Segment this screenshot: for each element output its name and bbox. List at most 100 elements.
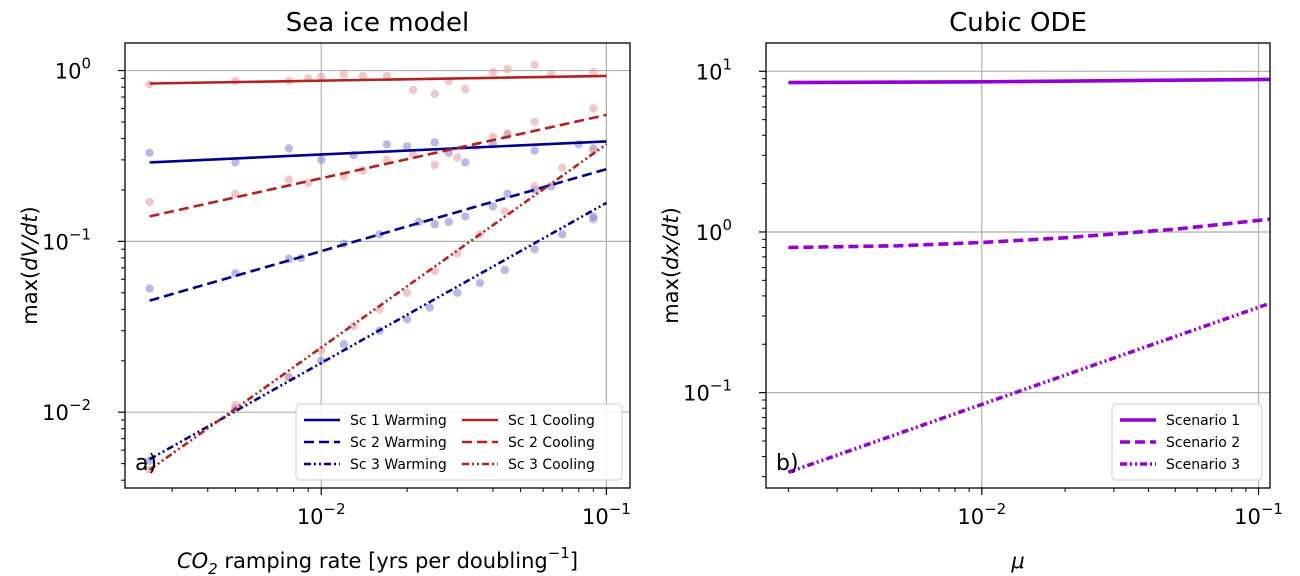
legend-entry-label: Sc 2 Warming	[350, 435, 447, 451]
x-tick-label: 10−2	[957, 500, 1006, 529]
series-line	[149, 140, 607, 164]
data-point	[558, 163, 567, 172]
series-line	[788, 217, 1270, 250]
panel-label: a)	[135, 451, 157, 476]
legend-entry-label: Sc 1 Warming	[350, 413, 447, 429]
legend-entry-label: Sc 3 Cooling	[508, 457, 595, 473]
x-tick-label: 10−1	[1234, 500, 1283, 529]
data-point	[382, 71, 392, 81]
data-point	[503, 64, 512, 74]
series-line	[788, 77, 1270, 85]
chart-title: Cubic ODE	[949, 8, 1087, 38]
x-tick-label: 10−1	[582, 500, 631, 529]
data-point	[145, 148, 154, 158]
legend-box	[295, 403, 623, 481]
data-point	[339, 340, 349, 349]
data-point	[453, 153, 462, 162]
y-axis-label: max(dx/dt)	[659, 207, 683, 324]
data-point	[430, 266, 439, 276]
y-tick-label: 101	[696, 55, 732, 84]
x-axis-label: μ	[1010, 549, 1024, 573]
data-point	[317, 346, 326, 355]
data-point	[453, 288, 462, 298]
panel-sea-ice-model: 10−2 10−1 10−2 10−1 100 Sea ice model max(dV/d…	[18, 8, 631, 576]
y-tick-label: 10−1	[683, 377, 732, 406]
x-axis-label: CO2 ramping rate [yrs per doubling−1]	[177, 544, 578, 576]
data-point	[430, 138, 439, 147]
series-line	[148, 143, 608, 471]
data-point	[349, 321, 358, 331]
legend-box	[1111, 403, 1263, 481]
data-point	[317, 72, 326, 81]
series-line	[787, 301, 1270, 474]
data-point	[558, 230, 567, 239]
series-line	[149, 74, 607, 85]
data-point	[500, 207, 509, 216]
series-line	[149, 167, 607, 302]
data-point	[317, 155, 326, 165]
series-line	[148, 201, 608, 461]
legend-entry-label: Sc 3 Warming	[350, 457, 447, 473]
panel-label: b)	[776, 451, 799, 476]
data-point	[589, 67, 598, 77]
data-point	[304, 178, 313, 188]
data-point	[530, 245, 539, 254]
chart-title: Sea ice model	[286, 8, 469, 38]
data-point	[461, 212, 470, 221]
data-point	[589, 104, 598, 113]
data-point	[375, 230, 384, 239]
axes-frame	[124, 42, 631, 489]
plot-area	[787, 77, 1270, 474]
plot-area	[145, 60, 608, 475]
data-point	[145, 197, 154, 207]
x-tick-label: 10−2	[297, 500, 346, 529]
ticks	[759, 70, 1260, 495]
data-point	[500, 265, 509, 275]
data-point	[339, 70, 349, 79]
legend-entry-label: Sc 2 Cooling	[508, 435, 595, 451]
data-point	[425, 303, 434, 312]
legend-entry-label: Scenario 2	[1166, 435, 1240, 451]
data-point	[430, 89, 439, 99]
data-point	[284, 175, 294, 184]
data-point	[231, 158, 240, 167]
data-point	[402, 142, 412, 151]
data-point	[488, 202, 498, 211]
data-point	[530, 182, 539, 191]
legend: Scenario 1 Scenario 2 Scenario 3	[1111, 403, 1263, 481]
series-line	[149, 113, 607, 218]
data-point	[408, 85, 418, 95]
data-point	[145, 284, 154, 293]
data-point	[382, 140, 392, 149]
y-tick-label: 10−1	[42, 225, 91, 254]
data-point	[530, 146, 539, 155]
data-point	[284, 144, 294, 153]
data-point	[430, 220, 439, 229]
data-point	[402, 315, 412, 324]
data-point	[453, 249, 462, 258]
y-axis-label: max(dV/dt)	[18, 206, 42, 325]
axes-frame	[765, 42, 1271, 489]
data-point	[461, 158, 470, 167]
data-point	[358, 71, 368, 81]
data-point	[444, 217, 453, 227]
y-tick-label: 100	[55, 55, 91, 84]
data-point	[402, 288, 412, 298]
y-tick-label: 10−2	[42, 396, 91, 425]
ticks	[118, 69, 607, 495]
data-point	[589, 146, 598, 155]
data-point	[430, 160, 439, 170]
data-point	[503, 189, 512, 198]
legend-entry-label: Scenario 1	[1166, 413, 1240, 429]
data-point	[589, 212, 598, 221]
data-point	[375, 305, 384, 314]
data-point	[475, 278, 485, 288]
y-tick-label: 100	[696, 216, 732, 245]
data-point	[461, 84, 470, 94]
legend: Sc 1 Warming Sc 2 Warming Sc 3 Warming Sc 1…	[295, 403, 623, 481]
data-point	[488, 67, 498, 77]
panel-cubic-ode: 10−2 10−1 10−1 100 101 Cubic ODE max(dx/dt) μ b)…	[659, 8, 1283, 573]
data-point	[530, 117, 539, 127]
legend-entry-label: Sc 1 Cooling	[508, 413, 595, 429]
